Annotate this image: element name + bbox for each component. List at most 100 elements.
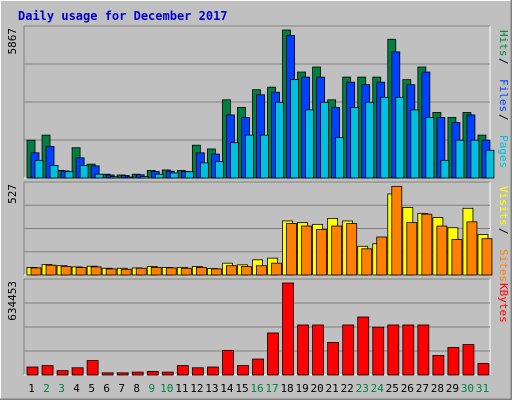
bar-pages-day-15 (245, 135, 253, 178)
bar-sites-day-29 (452, 240, 462, 275)
bar-sites-day-30 (467, 222, 477, 275)
bar-pages-day-7 (125, 177, 133, 178)
bar-sites-day-14 (226, 266, 236, 275)
bar-pages-day-31 (486, 150, 494, 178)
bar-sites-day-2 (46, 265, 56, 275)
bar-pages-day-27 (426, 117, 434, 178)
x-tick-day-23: 23 (356, 382, 369, 395)
chart-title: Daily usage for December 2017 (18, 9, 228, 23)
bar-pages-day-30 (471, 140, 479, 178)
bar-kbytes-day-26 (403, 325, 414, 375)
bar-kbytes-day-8 (132, 372, 143, 375)
x-tick-day-6: 6 (103, 382, 110, 395)
x-tick-day-22: 22 (341, 382, 354, 395)
x-tick-day-16: 16 (250, 382, 263, 395)
x-tick-day-24: 24 (371, 382, 385, 395)
x-tick-day-3: 3 (58, 382, 65, 395)
bar-sites-day-8 (136, 268, 146, 275)
bar-pages-day-26 (411, 110, 419, 178)
x-tick-day-27: 27 (416, 382, 429, 395)
bar-kbytes-day-23 (358, 317, 369, 375)
bar-pages-day-9 (155, 174, 163, 178)
y-axis-max-label: 527 (6, 184, 19, 204)
bar-pages-day-20 (321, 102, 329, 178)
bar-sites-day-18 (287, 223, 297, 275)
x-tick-day-20: 20 (311, 382, 324, 395)
bar-kbytes-day-17 (268, 333, 279, 375)
bar-kbytes-day-11 (177, 366, 188, 375)
legend-separator: / (497, 58, 510, 65)
bar-pages-day-10 (170, 173, 178, 178)
x-tick-day-31: 31 (476, 382, 489, 395)
bar-sites-day-6 (106, 269, 116, 275)
legend-pages: Pages (497, 135, 510, 168)
legend-files: Files (497, 79, 510, 112)
bar-kbytes-day-10 (162, 372, 173, 375)
bar-pages-day-12 (200, 163, 208, 178)
x-tick-day-11: 11 (175, 382, 188, 395)
bar-pages-day-22 (351, 107, 359, 178)
bar-kbytes-day-20 (313, 325, 324, 375)
bar-sites-day-22 (347, 223, 357, 275)
bar-sites-day-4 (76, 268, 86, 275)
bar-pages-day-13 (215, 162, 223, 178)
legend-kbytes: KBytes (497, 283, 510, 323)
bar-pages-day-4 (80, 165, 88, 178)
bar-kbytes-day-5 (87, 360, 98, 375)
x-tick-day-1: 1 (28, 382, 35, 395)
bar-kbytes-day-3 (57, 371, 68, 375)
x-tick-day-26: 26 (401, 382, 414, 395)
bar-kbytes-day-12 (192, 368, 203, 375)
bar-pages-day-16 (260, 135, 268, 178)
bar-sites-day-20 (317, 229, 327, 275)
x-tick-day-18: 18 (280, 382, 293, 395)
bar-kbytes-day-28 (433, 355, 444, 375)
bar-sites-day-5 (91, 267, 101, 275)
x-tick-day-19: 19 (295, 382, 308, 395)
bar-pages-day-2 (50, 165, 58, 178)
x-tick-day-29: 29 (446, 382, 459, 395)
bar-pages-day-28 (441, 160, 449, 178)
bar-sites-day-25 (392, 186, 402, 275)
x-tick-day-17: 17 (265, 382, 278, 395)
x-tick-day-30: 30 (461, 382, 474, 395)
bar-kbytes-day-1 (27, 367, 38, 375)
bar-pages-day-29 (456, 140, 464, 178)
x-tick-day-28: 28 (431, 382, 444, 395)
bar-pages-day-3 (65, 172, 73, 178)
bar-kbytes-day-9 (147, 371, 158, 375)
bar-kbytes-day-30 (463, 345, 474, 375)
bar-kbytes-day-7 (117, 373, 128, 375)
bar-pages-day-5 (95, 174, 103, 178)
bar-pages-day-23 (366, 102, 374, 178)
bar-sites-day-1 (31, 268, 41, 275)
bar-pages-day-14 (230, 143, 238, 178)
legend-separator: / (497, 114, 510, 121)
bar-sites-day-17 (272, 263, 282, 275)
bar-pages-day-21 (336, 138, 344, 178)
bar-kbytes-day-21 (328, 342, 339, 375)
bar-sites-day-27 (422, 214, 432, 275)
bar-kbytes-day-4 (72, 368, 83, 375)
x-tick-day-21: 21 (326, 382, 339, 395)
bar-sites-day-16 (256, 266, 266, 275)
x-tick-day-9: 9 (148, 382, 155, 395)
bar-kbytes-day-22 (343, 325, 354, 375)
bar-sites-day-24 (377, 237, 387, 275)
bar-kbytes-day-15 (237, 366, 248, 375)
bar-pages-day-24 (381, 97, 389, 178)
x-tick-day-12: 12 (190, 382, 203, 395)
bar-sites-day-19 (302, 226, 312, 275)
bar-kbytes-day-13 (207, 367, 218, 375)
bar-pages-day-25 (396, 97, 404, 178)
bar-sites-day-23 (362, 249, 372, 275)
x-tick-day-4: 4 (73, 382, 80, 395)
bar-kbytes-day-29 (448, 347, 459, 375)
bar-kbytes-day-27 (418, 325, 429, 375)
bar-kbytes-day-19 (298, 325, 309, 375)
bar-kbytes-day-31 (478, 363, 489, 375)
bar-sites-day-3 (61, 267, 71, 275)
bar-sites-day-7 (121, 269, 131, 275)
